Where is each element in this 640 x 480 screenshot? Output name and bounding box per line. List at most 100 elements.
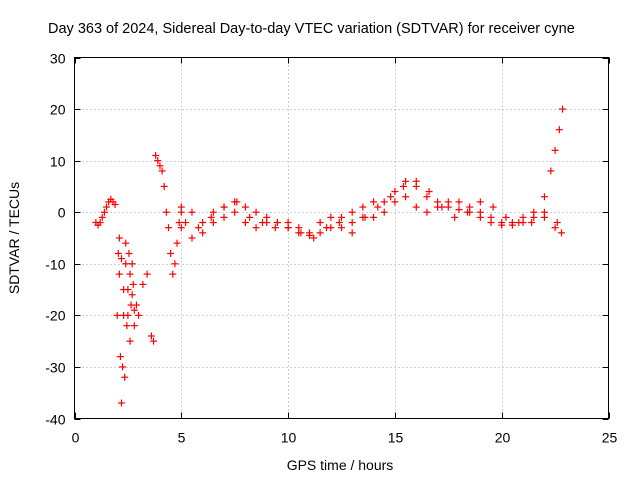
y-tick-label: -10 [45, 257, 65, 273]
chart-title: Day 363 of 2024, Sidereal Day-to-day VTE… [48, 21, 575, 37]
data-point [139, 280, 147, 288]
data-point [551, 224, 559, 232]
data-point [558, 229, 566, 237]
plot-frame [74, 57, 609, 419]
data-point [173, 239, 181, 247]
data-point [387, 193, 395, 201]
data-point [338, 224, 345, 232]
data-point [402, 177, 410, 185]
data-point [143, 270, 151, 278]
data-point [316, 229, 324, 237]
data-point [540, 193, 548, 201]
data-point [528, 219, 536, 227]
data-point [117, 399, 125, 407]
y-tick-label: 0 [58, 205, 66, 221]
data-point [515, 219, 523, 227]
data-point [391, 198, 399, 206]
data-point [233, 198, 241, 206]
data-point [128, 260, 136, 268]
data-point [182, 219, 190, 227]
grid-lines [74, 57, 609, 419]
data-point [284, 219, 292, 227]
data-point [150, 337, 158, 345]
data-point [98, 213, 106, 221]
data-point [252, 208, 260, 216]
data-point [188, 208, 196, 216]
data-point [171, 260, 179, 268]
data-point [113, 311, 121, 319]
data-point [464, 208, 472, 216]
data-point [273, 219, 281, 227]
y-tick-label: -30 [45, 360, 65, 376]
data-point [519, 213, 527, 221]
data-point [126, 270, 134, 278]
data-point [425, 188, 433, 196]
data-point [156, 162, 164, 170]
data-point [220, 213, 228, 221]
data-point [399, 182, 407, 190]
data-point [121, 373, 129, 381]
y-tick-label: 10 [50, 154, 66, 170]
data-point [207, 213, 215, 221]
data-point [241, 219, 249, 227]
data-point [391, 188, 399, 196]
data-point [123, 322, 131, 330]
data-point [154, 157, 162, 165]
data-point [100, 208, 108, 216]
x-tick-label: 5 [178, 430, 186, 446]
data-point [194, 224, 202, 232]
data-point [335, 219, 343, 227]
data-point [199, 219, 207, 227]
x-axis-label: GPS time / hours [287, 457, 394, 473]
data-point [122, 239, 130, 247]
data-point [327, 213, 335, 221]
data-point [167, 249, 175, 257]
data-point [128, 291, 136, 299]
data-point [438, 203, 446, 211]
y-tick-label: -20 [45, 308, 65, 324]
data-point [231, 208, 239, 216]
data-point [117, 255, 125, 263]
data-point [160, 182, 168, 190]
data-point [423, 193, 431, 201]
data-point [374, 203, 382, 211]
data-point [412, 177, 420, 185]
data-point [115, 270, 123, 278]
data-point [126, 337, 134, 345]
data-point [498, 219, 506, 227]
data-point [305, 229, 313, 237]
data-point [177, 224, 185, 232]
x-tick-label: 10 [281, 430, 297, 446]
data-point [559, 105, 567, 113]
data-point [220, 203, 228, 211]
data-point [103, 203, 111, 211]
data-point [551, 146, 559, 154]
data-point [359, 203, 367, 211]
data-point [164, 224, 172, 232]
data-point [466, 203, 474, 211]
data-point [125, 249, 133, 257]
data-point [370, 198, 378, 206]
x-tick-label: 20 [495, 430, 511, 446]
y-tick-label: -40 [45, 412, 65, 428]
data-point [130, 322, 138, 330]
data-point [241, 203, 249, 211]
data-point [476, 208, 484, 216]
y-tick-label: 30 [50, 51, 66, 67]
data-point [323, 224, 331, 232]
data-point [124, 311, 132, 319]
data-point [547, 167, 555, 175]
data-point [135, 311, 143, 319]
data-point [111, 200, 119, 208]
y-tick-label: 20 [50, 102, 66, 118]
x-tick-label: 15 [388, 430, 404, 446]
data-point [297, 229, 305, 237]
data-point [361, 213, 369, 221]
x-tick-label: 25 [602, 430, 618, 446]
data-point [451, 213, 459, 221]
data-point [96, 219, 104, 227]
data-point [348, 208, 356, 216]
data-point [175, 219, 183, 227]
axis-ticks: 0 5 10 15 20 25 30 20 10 0 -10 -20 -30 -40 [45, 51, 617, 446]
